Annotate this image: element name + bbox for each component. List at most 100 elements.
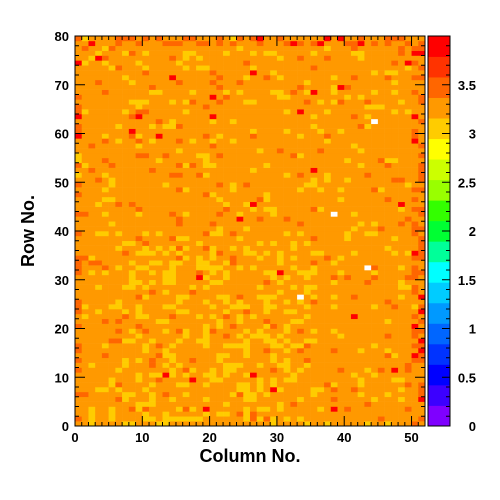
heatmap-cell bbox=[108, 123, 116, 129]
heatmap-cell bbox=[398, 362, 406, 368]
heatmap-cell bbox=[182, 109, 190, 115]
heatmap-cell bbox=[236, 352, 244, 359]
heatmap-cell bbox=[189, 216, 197, 222]
heatmap-cell bbox=[169, 294, 177, 300]
heatmap-cell bbox=[263, 274, 271, 281]
heatmap-cell bbox=[303, 348, 311, 354]
heatmap-cell bbox=[122, 318, 130, 324]
heatmap-cell bbox=[182, 328, 190, 334]
heatmap-cell bbox=[149, 274, 157, 281]
heatmap-cell bbox=[350, 201, 358, 207]
heatmap-cell bbox=[303, 289, 311, 295]
heatmap-cell bbox=[256, 60, 264, 66]
heatmap-cell bbox=[75, 328, 83, 334]
heatmap-cell bbox=[418, 382, 426, 388]
heatmap-cell bbox=[290, 40, 298, 47]
heatmap-cell bbox=[270, 352, 278, 359]
palette-swatch bbox=[428, 36, 450, 57]
heatmap-cell bbox=[88, 36, 96, 42]
heatmap-cell bbox=[283, 216, 291, 222]
heatmap-cell bbox=[256, 260, 264, 266]
heatmap-cell bbox=[236, 284, 244, 290]
heatmap-cell bbox=[175, 391, 183, 398]
heatmap-cell bbox=[243, 211, 251, 217]
heatmap-cell bbox=[344, 118, 352, 125]
heatmap-cell bbox=[209, 406, 217, 412]
heatmap-cell bbox=[357, 55, 365, 61]
heatmap-cell bbox=[149, 187, 157, 193]
heatmap-cell bbox=[243, 187, 251, 193]
heatmap-cell bbox=[223, 133, 231, 139]
heatmap-cell bbox=[330, 274, 338, 281]
heatmap-cell bbox=[88, 143, 96, 149]
heatmap-cell bbox=[75, 416, 83, 422]
heatmap-cell bbox=[169, 40, 177, 47]
heatmap-cell bbox=[384, 231, 392, 237]
heatmap-cell bbox=[283, 36, 291, 42]
heatmap-cell bbox=[169, 396, 177, 402]
heatmap-cell bbox=[162, 284, 170, 290]
heatmap-cell bbox=[276, 143, 284, 149]
heatmap-cell bbox=[404, 284, 412, 290]
heatmap-cell bbox=[418, 211, 426, 217]
heatmap-cell bbox=[169, 333, 177, 339]
heatmap-cell bbox=[236, 201, 244, 207]
heatmap-cell bbox=[297, 201, 305, 207]
heatmap-cell bbox=[330, 279, 338, 285]
heatmap-cell bbox=[128, 401, 136, 407]
heatmap-cell bbox=[81, 406, 89, 412]
heatmap-cell bbox=[81, 65, 89, 71]
heatmap-cell bbox=[276, 45, 284, 51]
heatmap-cell bbox=[209, 143, 217, 149]
heatmap-cell bbox=[169, 328, 177, 334]
heatmap-cell bbox=[135, 377, 143, 383]
heatmap-cell bbox=[142, 338, 150, 344]
heatmap-cell bbox=[128, 396, 136, 402]
heatmap-cell bbox=[155, 382, 163, 388]
heatmap-cell bbox=[250, 128, 258, 134]
heatmap-cell bbox=[189, 352, 197, 359]
heatmap-cell bbox=[411, 387, 419, 393]
heatmap-cell bbox=[122, 255, 130, 261]
heatmap-cell bbox=[115, 153, 123, 159]
heatmap-cell bbox=[243, 294, 251, 300]
heatmap-cell bbox=[364, 348, 372, 354]
heatmap-cell bbox=[162, 84, 170, 90]
heatmap-cell bbox=[310, 157, 318, 164]
heatmap-cell bbox=[344, 323, 352, 329]
heatmap-cell bbox=[303, 338, 311, 344]
heatmap-cell bbox=[290, 274, 298, 281]
heatmap-cell bbox=[149, 323, 157, 329]
heatmap-cell bbox=[196, 240, 204, 246]
heatmap-cell bbox=[276, 421, 284, 427]
heatmap-cell bbox=[169, 377, 177, 383]
heatmap-cell bbox=[182, 45, 190, 51]
heatmap-cell bbox=[364, 162, 372, 168]
heatmap-cell bbox=[283, 187, 291, 193]
heatmap-cell bbox=[357, 338, 365, 344]
heatmap-cell bbox=[142, 143, 150, 149]
heatmap-cell bbox=[223, 235, 231, 242]
heatmap-cell bbox=[310, 216, 318, 222]
heatmap-cell bbox=[276, 265, 284, 271]
heatmap-cell bbox=[95, 128, 103, 134]
heatmap-cell bbox=[350, 216, 358, 222]
heatmap-cell bbox=[256, 128, 264, 134]
heatmap-cell bbox=[108, 172, 116, 178]
heatmap-cell bbox=[357, 138, 365, 144]
heatmap-cell bbox=[142, 153, 150, 159]
heatmap-cell bbox=[297, 421, 305, 427]
heatmap-cell bbox=[324, 362, 332, 368]
heatmap-cell bbox=[216, 40, 224, 47]
heatmap-cell bbox=[149, 289, 157, 295]
heatmap-cell bbox=[101, 304, 109, 310]
heatmap-cell bbox=[371, 352, 379, 359]
heatmap-cell bbox=[155, 40, 163, 47]
heatmap-cell bbox=[283, 255, 291, 261]
heatmap-cell bbox=[283, 40, 291, 47]
heatmap-cell bbox=[391, 75, 399, 81]
heatmap-cell bbox=[350, 79, 358, 86]
heatmap-cell bbox=[330, 55, 338, 61]
heatmap-cell bbox=[283, 177, 291, 183]
heatmap-cell bbox=[344, 104, 352, 110]
